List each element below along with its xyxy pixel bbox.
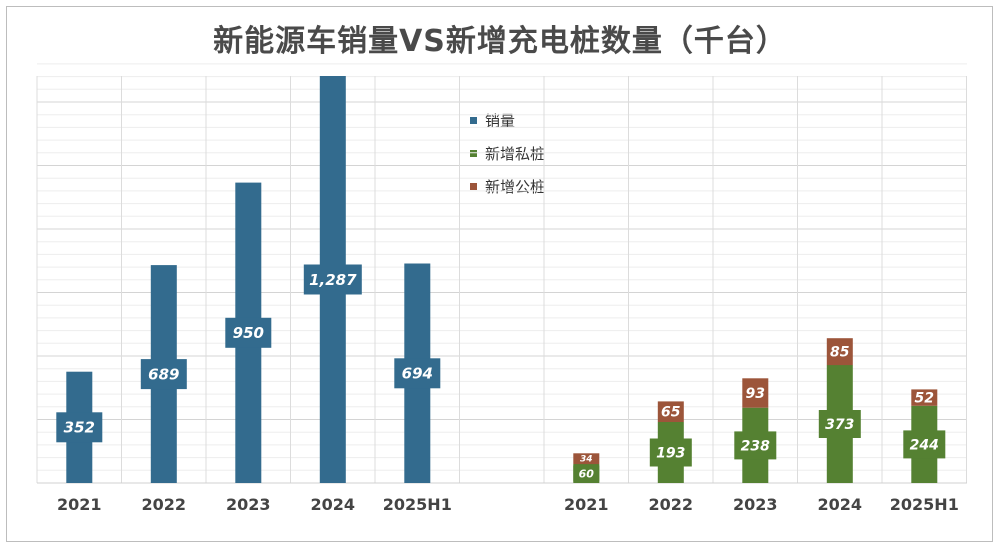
- data-label-sales: 694: [402, 365, 433, 383]
- data-label-sales-box: [56, 412, 103, 443]
- data-label-private-piles-box: [903, 430, 946, 459]
- data-label-sales-box: [225, 317, 272, 348]
- data-label-public-piles: 93: [746, 386, 765, 402]
- data-label-public-piles: 52: [915, 391, 934, 407]
- x-tick-label: 2025H1: [890, 495, 959, 514]
- legend-label-private-piles: 新增私桩: [485, 145, 546, 163]
- x-tick-label: 2022: [649, 495, 694, 514]
- legend-item-public-piles: 新增公桩: [470, 176, 545, 197]
- bar-public-piles: [573, 453, 600, 465]
- data-label-sales: 1,287: [309, 271, 357, 289]
- x-tick-label: 2022: [142, 495, 187, 514]
- legend-item-private-piles: 新增私桩: [470, 143, 545, 164]
- data-label-private-piles: 238: [741, 438, 770, 454]
- legend-label-sales: 销量: [485, 112, 516, 130]
- data-label-private-piles-box: [573, 465, 600, 482]
- bar-public-piles: [657, 401, 684, 422]
- data-label-sales-box: [394, 358, 441, 389]
- data-label-private-piles: 373: [825, 417, 854, 433]
- data-label-private-piles: 60: [579, 468, 595, 481]
- legend-label-public-piles: 新增公桩: [485, 178, 546, 196]
- x-tick-label: 2021: [564, 495, 609, 514]
- data-label-public-piles: 34: [580, 455, 593, 465]
- data-label-sales: 352: [64, 419, 95, 437]
- legend-swatch-public-piles: [470, 183, 477, 190]
- data-label-private-piles-box: [818, 410, 861, 438]
- data-label-private-piles-box: [734, 431, 777, 460]
- data-label-public-piles: 65: [661, 405, 681, 421]
- chart-title: 新能源车销量VS新增充电桩数量（千台）: [213, 24, 787, 59]
- x-tick-label: 2023: [733, 495, 778, 514]
- x-tick-label: 2024: [818, 495, 863, 514]
- data-label-sales: 689: [148, 366, 179, 384]
- data-label-sales-box: [140, 359, 187, 390]
- data-label-private-piles-box: [649, 438, 692, 467]
- x-tick-label: 2025H1: [383, 495, 452, 514]
- bar-public-piles: [742, 378, 769, 408]
- data-label-sales-box: [303, 264, 362, 295]
- legend-swatch-private-piles: [470, 150, 477, 157]
- legend-swatch-sales: [470, 117, 477, 124]
- bar-public-piles: [826, 338, 853, 366]
- legend-item-sales: 销量: [470, 110, 515, 131]
- data-label-private-piles: 244: [910, 438, 939, 454]
- data-label-public-piles: 85: [830, 345, 850, 361]
- bar-public-piles: [911, 389, 938, 406]
- data-label-private-piles: 193: [656, 446, 685, 462]
- x-tick-label: 2023: [226, 495, 271, 514]
- data-label-sales: 950: [233, 324, 264, 342]
- x-tick-label: 2024: [311, 495, 356, 514]
- x-tick-label: 2021: [57, 495, 102, 514]
